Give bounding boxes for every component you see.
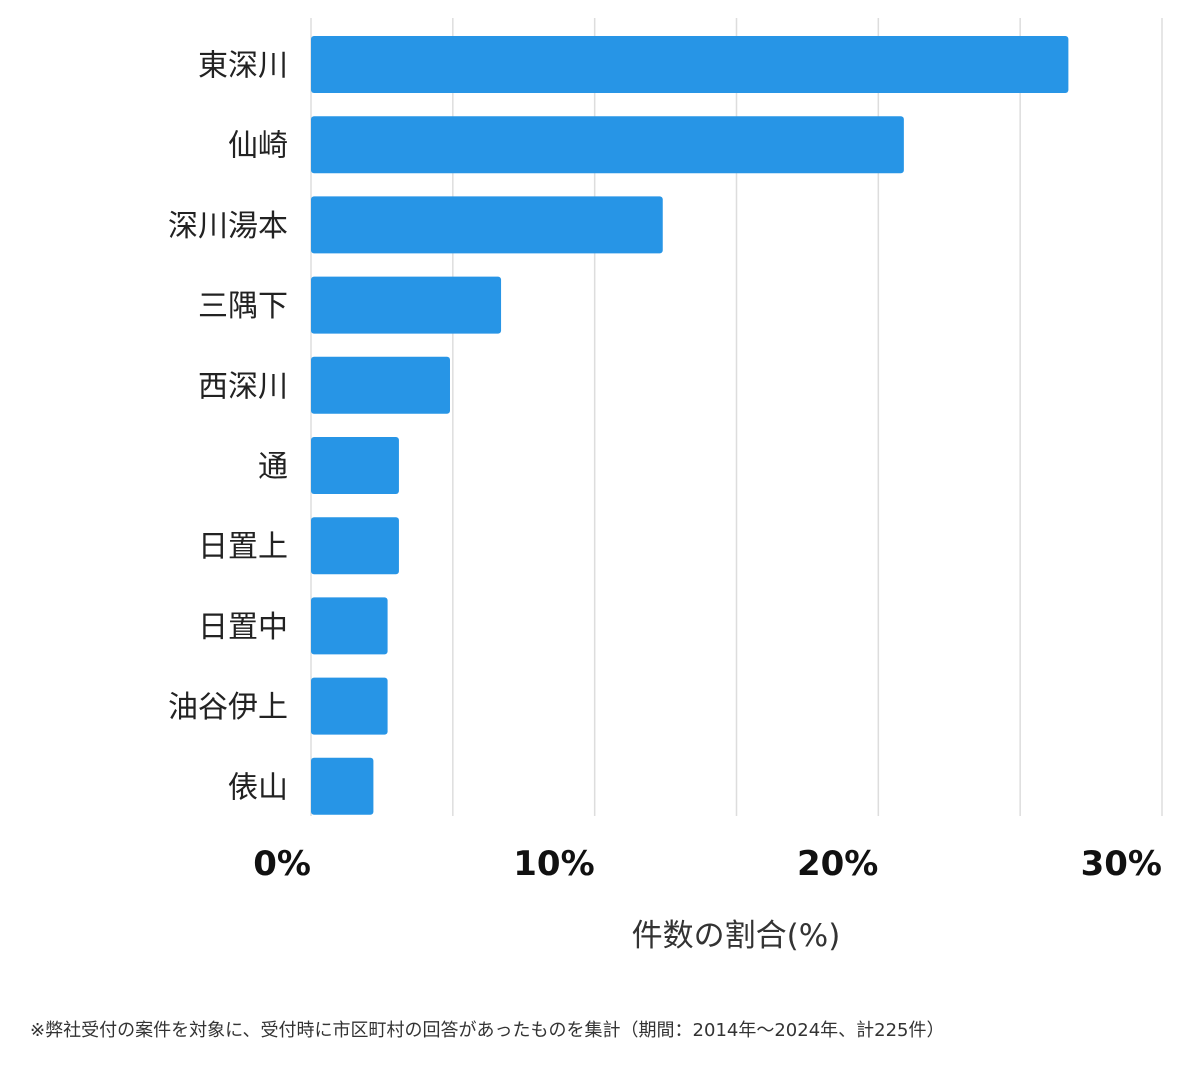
x-tick-label: 20% bbox=[797, 844, 878, 884]
x-tick-label: 10% bbox=[513, 844, 594, 884]
category-label: 三隅下 bbox=[198, 289, 288, 324]
x-tick-label: 30% bbox=[1081, 844, 1162, 884]
x-tick-label: 0% bbox=[253, 844, 311, 884]
category-label: 日置上 bbox=[198, 530, 288, 565]
category-label: 西深川 bbox=[198, 369, 288, 404]
category-label: 通 bbox=[258, 450, 288, 485]
bar bbox=[311, 116, 904, 174]
bars bbox=[311, 36, 1069, 815]
x-axis-title: 件数の割合(%) bbox=[632, 918, 841, 954]
tick-labels: 0% 10% 20% 30% bbox=[253, 844, 1162, 884]
bar bbox=[311, 757, 374, 815]
bar bbox=[311, 437, 399, 494]
bar bbox=[311, 597, 388, 655]
footnote: ※弊社受付の案件を対象に、受付時に市区町村の回答があったものを集計（期間：201… bbox=[30, 1020, 945, 1041]
category-label: 俵山 bbox=[228, 770, 288, 805]
bar bbox=[311, 356, 450, 414]
category-label: 油谷伊上 bbox=[168, 690, 288, 725]
bar bbox=[311, 276, 502, 334]
category-label: 日置中 bbox=[198, 610, 288, 645]
category-label: 深川湯本 bbox=[168, 209, 288, 244]
bar bbox=[311, 36, 1069, 93]
bar bbox=[311, 196, 663, 254]
bar bbox=[311, 517, 399, 575]
category-label: 仙崎 bbox=[228, 129, 288, 164]
bar bbox=[311, 677, 388, 735]
category-label: 東深川 bbox=[198, 49, 288, 84]
